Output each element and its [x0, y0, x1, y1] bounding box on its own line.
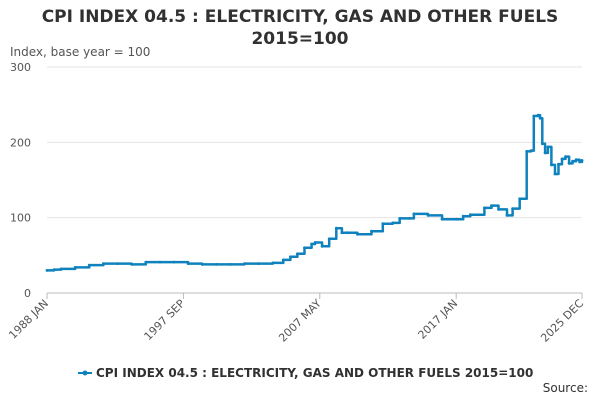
x-tick-label-1: 1997 SEP: [142, 297, 188, 343]
x-tick-label-3: 2017 JAN: [416, 297, 461, 342]
series-point[interactable]: [505, 214, 509, 217]
series-point[interactable]: [412, 212, 416, 216]
series-point[interactable]: [560, 157, 564, 161]
series-point[interactable]: [102, 262, 105, 265]
series-point[interactable]: [532, 114, 536, 118]
series-point[interactable]: [327, 237, 331, 241]
series-point[interactable]: [59, 267, 63, 271]
series-point[interactable]: [398, 217, 402, 220]
series-point[interactable]: [289, 255, 292, 259]
series-point[interactable]: [490, 204, 493, 208]
chart-title: CPI INDEX 04.5 : ELECTRICITY, GAS AND OT…: [41, 7, 559, 49]
series-point[interactable]: [543, 151, 547, 155]
grid-layer: [47, 66, 582, 294]
series-point[interactable]: [518, 197, 522, 201]
series-point[interactable]: [408, 217, 411, 220]
series-point[interactable]: [356, 232, 359, 236]
series-point[interactable]: [281, 258, 285, 262]
series-point[interactable]: [243, 262, 246, 265]
y-tick-label-200: 200: [10, 136, 31, 149]
series-point[interactable]: [340, 231, 344, 235]
series-point[interactable]: [116, 262, 119, 265]
series-point[interactable]: [578, 160, 581, 164]
axis-layer: 0 100 200 300 1988 JAN 1997 SEP 2007 MAY 2017 J…: [6, 61, 586, 345]
series-point[interactable]: [497, 208, 500, 211]
series-point[interactable]: [567, 162, 571, 165]
series-point[interactable]: [440, 217, 444, 221]
series-point[interactable]: [52, 268, 56, 271]
series-point[interactable]: [426, 214, 430, 217]
series-point[interactable]: [525, 150, 529, 153]
source-label: Source:: [543, 381, 588, 395]
y-tick-label-0: 0: [24, 287, 31, 300]
series-point[interactable]: [580, 159, 584, 162]
series-point[interactable]: [553, 172, 557, 176]
series-point[interactable]: [313, 241, 317, 244]
series-point[interactable]: [200, 263, 204, 266]
series-layer: [45, 113, 584, 272]
series-point[interactable]: [130, 263, 134, 266]
series-point[interactable]: [172, 260, 176, 264]
series-point[interactable]: [73, 266, 77, 269]
legend-marker: [82, 370, 88, 376]
series-point[interactable]: [271, 261, 275, 265]
series-point[interactable]: [296, 252, 299, 256]
series-point[interactable]: [303, 246, 306, 250]
legend[interactable]: CPI INDEX 04.5 : ELECTRICITY, GAS AND OT…: [78, 366, 533, 380]
x-tick-label-0: 1988 JAN: [6, 297, 51, 342]
series-point[interactable]: [186, 262, 190, 265]
y-tick-label-300: 300: [10, 61, 31, 74]
series-line-0[interactable]: [47, 113, 584, 272]
series-point[interactable]: [550, 163, 553, 167]
series-point[interactable]: [346, 231, 349, 235]
x-tick-label-2: 2007 MAY: [276, 297, 324, 345]
series-point[interactable]: [381, 222, 385, 226]
series-point[interactable]: [257, 262, 260, 265]
series-point[interactable]: [45, 269, 49, 272]
series-point[interactable]: [391, 221, 395, 225]
series-point[interactable]: [538, 116, 542, 120]
x-tick-label-4: 2025 DEC: [538, 297, 586, 345]
series-point[interactable]: [564, 155, 567, 159]
series-point[interactable]: [334, 226, 338, 230]
series-point[interactable]: [87, 263, 91, 267]
series-point[interactable]: [454, 217, 458, 221]
series-point[interactable]: [144, 260, 148, 264]
series-point[interactable]: [320, 244, 324, 248]
series-point[interactable]: [461, 214, 465, 218]
legend-entry-label: CPI INDEX 04.5 : ELECTRICITY, GAS AND OT…: [96, 366, 533, 380]
series-point[interactable]: [468, 213, 472, 217]
series-point[interactable]: [540, 142, 544, 146]
series-point[interactable]: [571, 159, 574, 163]
series-point[interactable]: [229, 263, 232, 266]
series-point[interactable]: [214, 263, 218, 266]
y-axis-label: Index, base year = 100: [10, 45, 150, 59]
series-point[interactable]: [529, 149, 533, 153]
series-point[interactable]: [536, 113, 540, 117]
series-point[interactable]: [370, 229, 373, 233]
series-point[interactable]: [557, 162, 560, 166]
series-point[interactable]: [574, 158, 578, 162]
series-point[interactable]: [158, 260, 162, 264]
y-tick-label-100: 100: [10, 212, 31, 225]
series-point[interactable]: [310, 242, 313, 246]
series-point[interactable]: [546, 145, 550, 149]
series-point[interactable]: [511, 207, 514, 211]
series-point[interactable]: [483, 206, 486, 210]
